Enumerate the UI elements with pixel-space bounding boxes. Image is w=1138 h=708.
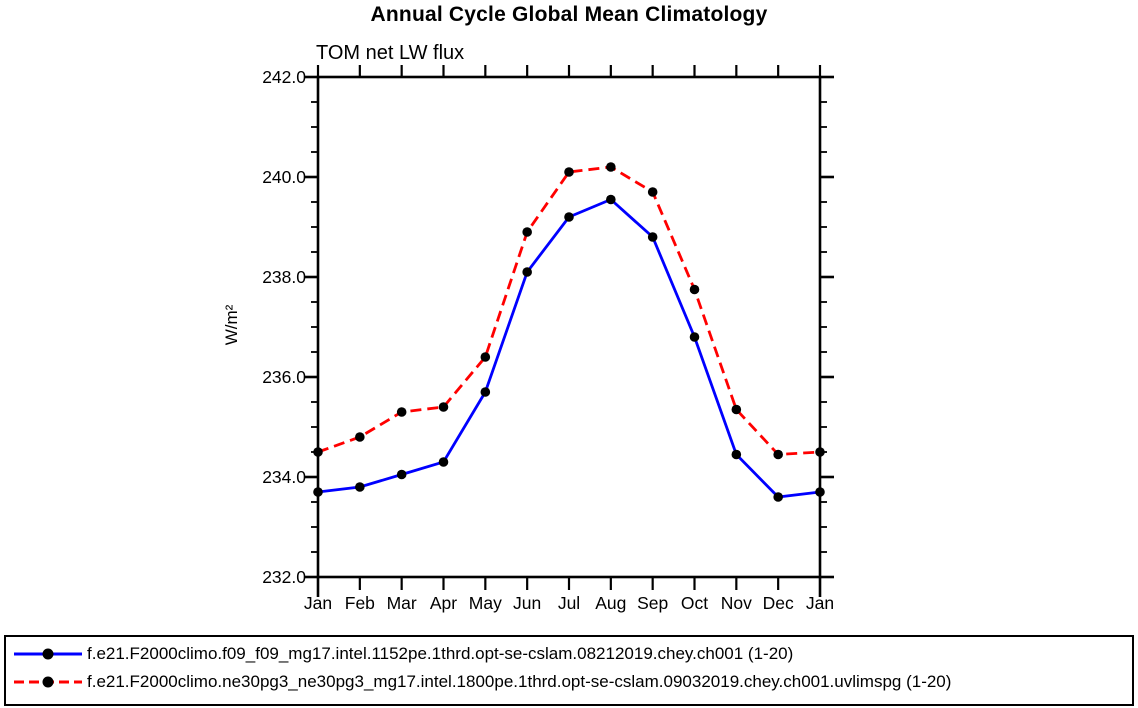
series-line-solid (317, 197, 821, 499)
data-point-marker (815, 487, 825, 497)
data-point-marker (815, 447, 825, 457)
data-point-marker (564, 167, 574, 177)
data-point-marker (731, 449, 742, 460)
x-tick-label: Apr (430, 593, 457, 613)
legend-marker-dot (42, 676, 54, 688)
data-point-marker (313, 487, 323, 497)
y-tick-label: 242.0 (262, 67, 306, 87)
x-tick-label: Aug (595, 593, 626, 613)
x-tick-label: May (469, 593, 502, 613)
y-tick-label: 236.0 (262, 367, 306, 387)
y-tick-label: 238.0 (262, 267, 306, 287)
data-point-marker (647, 232, 658, 242)
legend-line-sample-dashed (14, 676, 82, 688)
legend-label: f.e21.F2000climo.ne30pg3_ne30pg3_mg17.in… (87, 672, 952, 691)
legend-line-sample-solid (14, 648, 82, 660)
data-point-marker (313, 447, 323, 457)
data-point-marker (773, 492, 783, 502)
data-point-marker (355, 432, 365, 442)
legend-item: f.e21.F2000climo.f09_f09_mg17.intel.1152… (6, 640, 1132, 668)
x-tick-label: Feb (345, 593, 375, 613)
y-tick-label: 232.0 (262, 567, 306, 587)
data-point-marker (522, 267, 532, 277)
data-point-marker (480, 387, 491, 397)
data-point-marker (438, 402, 449, 412)
data-point-marker (564, 212, 574, 222)
data-point-marker (522, 227, 532, 237)
chart-subtitle: TOM net LW flux (316, 42, 465, 64)
data-point-marker (606, 194, 616, 205)
series-line-dashed (317, 165, 821, 456)
x-tick-label: Mar (387, 593, 417, 613)
data-point-marker (606, 162, 616, 172)
data-point-marker (689, 284, 700, 295)
y-tick-label: 240.0 (262, 167, 306, 187)
x-tick-label: Sep (637, 593, 668, 613)
data-point-marker (773, 449, 783, 460)
chart-title: Annual Cycle Global Mean Climatology (370, 3, 768, 26)
legend: f.e21.F2000climo.f09_f09_mg17.intel.1152… (4, 635, 1134, 706)
data-point-marker (396, 469, 407, 480)
x-tick-label: Nov (721, 593, 752, 613)
x-tick-label: Jan (304, 593, 332, 613)
x-tick-label: Oct (681, 593, 708, 613)
data-point-marker (480, 352, 491, 362)
x-tick-label: Jun (513, 593, 541, 613)
data-point-marker (647, 187, 658, 197)
plot-frame (316, 75, 822, 579)
data-point-marker (689, 332, 700, 342)
data-point-marker (731, 404, 742, 415)
legend-label: f.e21.F2000climo.f09_f09_mg17.intel.1152… (87, 644, 794, 663)
x-tick-label: Jul (558, 593, 580, 613)
data-point-marker (438, 457, 449, 467)
legend-item: f.e21.F2000climo.ne30pg3_ne30pg3_mg17.in… (6, 668, 1132, 696)
data-point-marker (396, 407, 407, 417)
x-tick-label: Jan (806, 593, 834, 613)
y-tick-label: 234.0 (262, 467, 306, 487)
data-point-marker (355, 482, 365, 492)
x-tick-label: Dec (763, 593, 794, 613)
plot-area: 232.0 234.0 236.0 238.0 240.0 242.0 Jan Feb Mar A… (262, 65, 834, 613)
legend-marker-dot (42, 648, 54, 660)
